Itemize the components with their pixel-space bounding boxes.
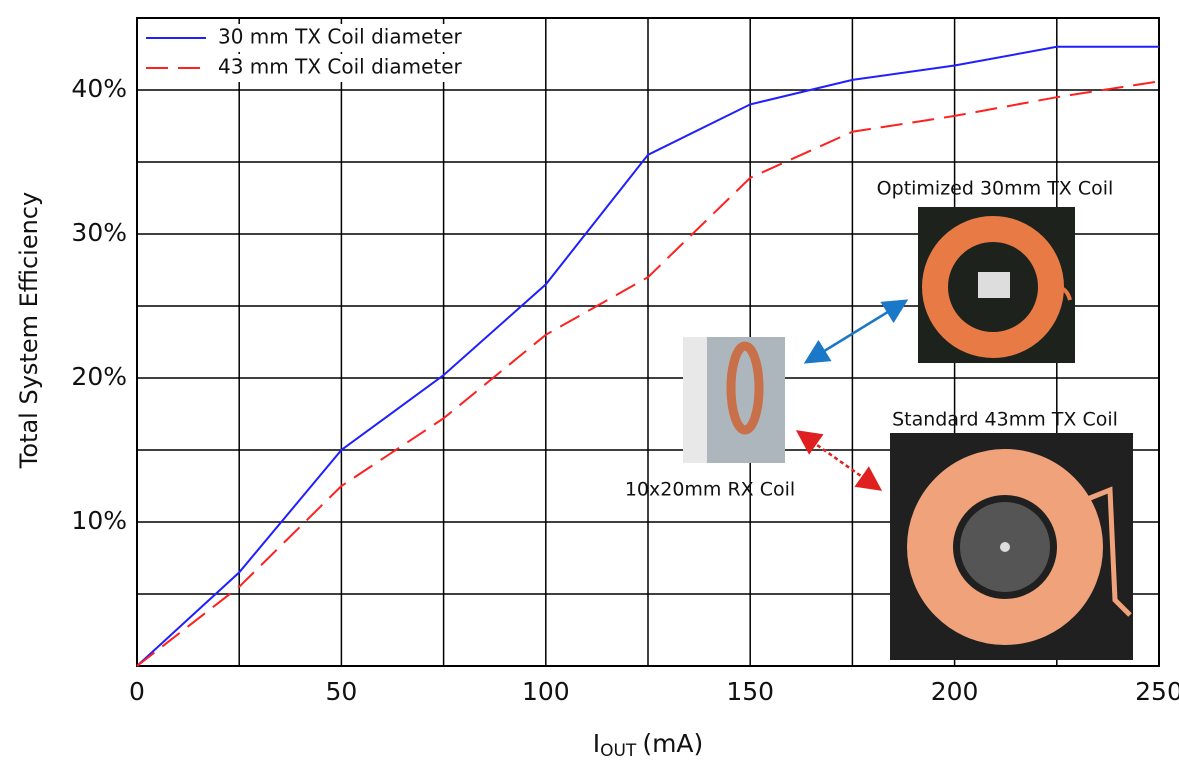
- annotation: 10x20mm RX Coil: [625, 479, 795, 501]
- x-axis-label-main: I: [593, 729, 600, 758]
- x-axis-label-unit: (mA): [642, 729, 703, 758]
- arrow-blue: [808, 302, 904, 361]
- x-tick-label: 100: [522, 677, 570, 706]
- x-tick-label: 150: [726, 677, 774, 706]
- x-axis-label: IOUT(mA): [593, 729, 704, 761]
- photo-standard-coil: [890, 433, 1133, 660]
- x-tick-label: 200: [931, 677, 979, 706]
- photo-rx-coil: [683, 337, 785, 463]
- chart: Total System Efficiency IOUT(mA) 0 50 100 1…: [0, 0, 1179, 766]
- legend-label: 43 mm TX Coil diameter: [218, 55, 463, 79]
- photo-optimized-coil: [918, 207, 1075, 363]
- x-tick-label: 0: [129, 677, 145, 706]
- y-axis-label: Total System Efficiency: [15, 192, 43, 469]
- photo-detail: [978, 272, 1010, 298]
- annotation: Optimized 30mm TX Coil: [877, 178, 1114, 200]
- legend-label: 30 mm TX Coil diameter: [218, 25, 463, 49]
- annotation: Standard 43mm TX Coil: [892, 409, 1118, 431]
- y-tick-label: 20%: [71, 362, 127, 391]
- arrow-red: [800, 433, 878, 488]
- ruler: [683, 337, 707, 463]
- x-tick-label: 50: [325, 677, 357, 706]
- y-tick-label: 40%: [71, 74, 127, 103]
- x-tick-label: 250: [1135, 677, 1179, 706]
- y-tick-label: 30%: [71, 218, 127, 247]
- x-axis-label-sub: OUT: [600, 741, 637, 761]
- y-tick-label: 10%: [71, 506, 127, 535]
- coil-center: [1000, 542, 1010, 552]
